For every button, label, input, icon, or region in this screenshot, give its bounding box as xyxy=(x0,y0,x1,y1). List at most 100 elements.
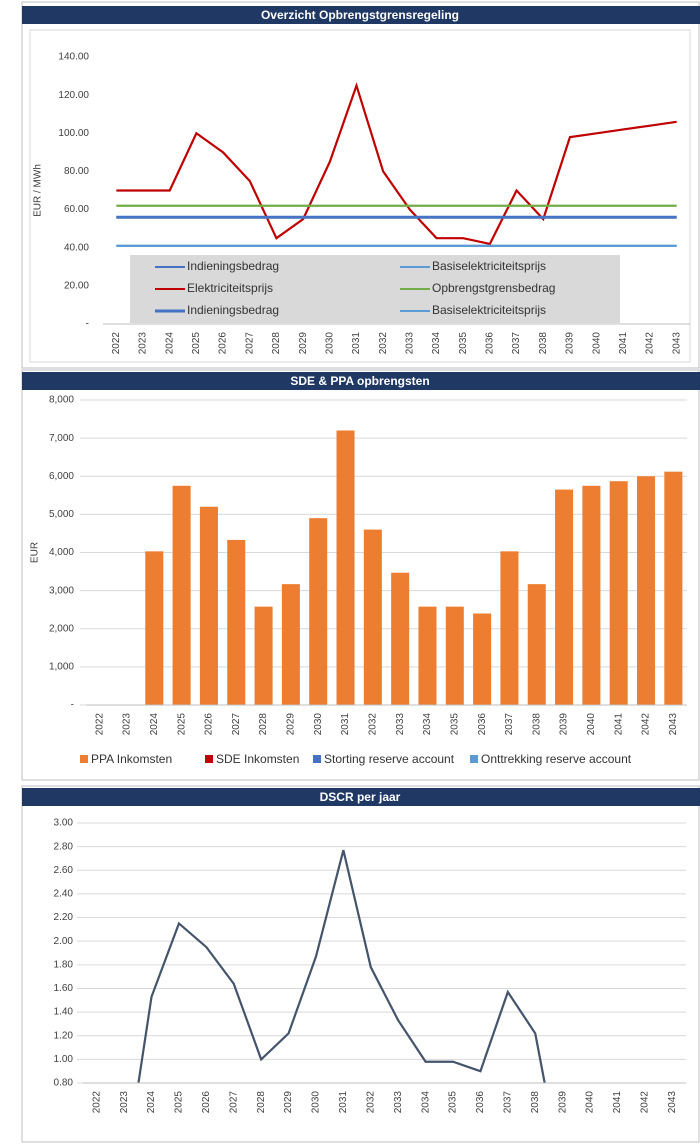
x-tick-label: 2025 xyxy=(176,713,187,736)
x-tick-label: 2023 xyxy=(122,713,133,736)
x-tick-label: 2037 xyxy=(504,713,515,736)
legend-label: Basiselektriciteitsprijs xyxy=(432,259,546,273)
series-line xyxy=(116,82,677,246)
bar xyxy=(609,481,628,705)
y-tick-label: 2.20 xyxy=(54,912,74,923)
bar xyxy=(254,606,273,705)
y-tick-label: 1.00 xyxy=(54,1054,74,1065)
bar xyxy=(582,485,601,705)
x-tick-label: 2042 xyxy=(645,332,656,355)
legend-label: Basiselektriciteitsprijs xyxy=(432,303,546,317)
x-tick-label: 2031 xyxy=(338,1091,349,1114)
x-tick-label: 2040 xyxy=(586,713,597,736)
x-tick-label: 2043 xyxy=(668,713,679,736)
x-tick-label: 2032 xyxy=(378,332,389,355)
x-tick-label: 2030 xyxy=(311,1091,322,1114)
y-tick-label: 5,000 xyxy=(49,509,74,520)
chart-title: DSCR per jaar xyxy=(320,790,401,804)
bar xyxy=(281,584,300,705)
y-tick-label: 1.20 xyxy=(54,1030,74,1041)
x-tick-label: 2033 xyxy=(404,332,415,355)
bar xyxy=(637,476,656,705)
y-tick-label: 6,000 xyxy=(49,471,74,482)
panel xyxy=(21,369,700,781)
x-tick-label: 2030 xyxy=(324,332,335,355)
x-tick-label: 2024 xyxy=(149,713,160,736)
bar xyxy=(473,613,492,705)
x-tick-label: 2027 xyxy=(244,332,255,355)
x-tick-label: 2028 xyxy=(256,1091,267,1114)
x-tick-label: 2022 xyxy=(94,713,105,736)
y-tick-label: 1,000 xyxy=(49,662,74,673)
legend-label: Indieningsbedrag xyxy=(187,259,279,273)
y-tick-label: 60.00 xyxy=(64,204,89,215)
chart-title: Overzicht Opbrengstgrensregeling xyxy=(261,8,459,22)
y-tick-label: 3.00 xyxy=(54,818,74,829)
x-tick-label: 2029 xyxy=(286,713,297,736)
y-axis-label: EUR xyxy=(30,542,41,563)
x-tick-label: 2028 xyxy=(271,332,282,355)
y-tick-label: 140.00 xyxy=(58,52,89,63)
x-tick-label: 2037 xyxy=(511,332,522,355)
x-tick-label: 2036 xyxy=(485,332,496,355)
x-tick-label: 2030 xyxy=(313,713,324,736)
y-tick-label: 0.80 xyxy=(54,1078,74,1089)
bar xyxy=(664,471,683,705)
x-tick-label: 2036 xyxy=(477,713,488,736)
x-tick-label: 2037 xyxy=(502,1091,513,1114)
y-tick-label: 20.00 xyxy=(64,280,89,291)
bar xyxy=(363,529,382,705)
y-tick-label: 1.40 xyxy=(54,1007,74,1018)
x-tick-label: 2043 xyxy=(667,1091,678,1114)
y-tick-label: 2.60 xyxy=(54,865,74,876)
y-tick-label: 80.00 xyxy=(64,166,89,177)
x-tick-label: 2029 xyxy=(298,332,309,355)
x-tick-label: 2024 xyxy=(164,332,175,355)
x-tick-label: 2029 xyxy=(283,1091,294,1114)
series-line xyxy=(137,849,546,1083)
panel xyxy=(21,1,700,369)
bar xyxy=(527,584,546,705)
title-bar xyxy=(22,6,700,24)
x-tick-label: 2038 xyxy=(530,1091,541,1114)
y-tick-label: 7,000 xyxy=(49,433,74,444)
y-tick-label: - xyxy=(71,700,74,711)
x-tick-label: 2025 xyxy=(174,1091,185,1114)
x-tick-label: 2027 xyxy=(231,713,242,736)
y-tick-label: 1.60 xyxy=(54,983,74,994)
bar xyxy=(418,606,437,705)
y-tick-label: 2.40 xyxy=(54,889,74,900)
legend-swatch xyxy=(470,755,478,763)
x-tick-label: 2028 xyxy=(258,713,269,736)
legend-label: SDE Inkomsten xyxy=(216,752,299,766)
y-tick-label: 8,000 xyxy=(49,395,74,406)
bar xyxy=(309,518,328,705)
bar xyxy=(336,430,355,705)
panel xyxy=(21,785,700,1143)
x-tick-label: 2042 xyxy=(641,713,652,736)
x-tick-label: 2035 xyxy=(448,1091,459,1114)
x-tick-label: 2038 xyxy=(538,332,549,355)
x-tick-label: 2039 xyxy=(559,713,570,736)
y-tick-label: 2.80 xyxy=(54,841,74,852)
x-tick-label: 2023 xyxy=(119,1091,130,1114)
x-tick-label: 2038 xyxy=(531,713,542,736)
y-tick-label: 40.00 xyxy=(64,242,89,253)
bar xyxy=(445,606,464,705)
legend-label: Opbrengstgrensbedrag xyxy=(432,281,555,295)
title-bar xyxy=(22,372,700,390)
plot-frame xyxy=(29,29,691,363)
x-tick-label: 2025 xyxy=(191,332,202,355)
x-tick-label: 2023 xyxy=(138,332,149,355)
legend-label: Onttrekking reserve account xyxy=(481,752,632,766)
x-tick-label: 2033 xyxy=(393,1091,404,1114)
x-tick-label: 2026 xyxy=(218,332,229,355)
legend-box xyxy=(130,255,620,323)
x-tick-label: 2031 xyxy=(351,332,362,355)
x-tick-label: 2022 xyxy=(91,1091,102,1114)
x-tick-label: 2033 xyxy=(395,713,406,736)
y-axis-label: EUR / MWh xyxy=(33,164,44,217)
legend-swatch xyxy=(205,755,213,763)
y-tick-label: 2.00 xyxy=(54,936,74,947)
